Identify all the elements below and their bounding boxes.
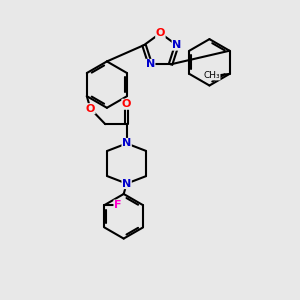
Text: O: O bbox=[86, 104, 95, 114]
Text: O: O bbox=[122, 99, 131, 109]
Text: N: N bbox=[122, 139, 131, 148]
Text: CH₃: CH₃ bbox=[203, 71, 220, 80]
Text: F: F bbox=[114, 200, 122, 210]
Text: N: N bbox=[122, 178, 131, 189]
Text: N: N bbox=[172, 40, 182, 50]
Text: O: O bbox=[156, 28, 165, 38]
Text: N: N bbox=[146, 59, 155, 69]
